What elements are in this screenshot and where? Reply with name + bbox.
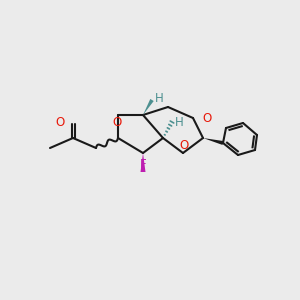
Text: O: O xyxy=(56,116,65,130)
Text: O: O xyxy=(179,139,189,152)
Text: H: H xyxy=(175,116,184,128)
Text: O: O xyxy=(202,112,211,124)
Text: O: O xyxy=(112,116,122,129)
Polygon shape xyxy=(140,153,146,172)
Text: F: F xyxy=(140,158,146,171)
Polygon shape xyxy=(203,138,224,145)
Text: H: H xyxy=(155,92,164,106)
Polygon shape xyxy=(143,99,154,115)
